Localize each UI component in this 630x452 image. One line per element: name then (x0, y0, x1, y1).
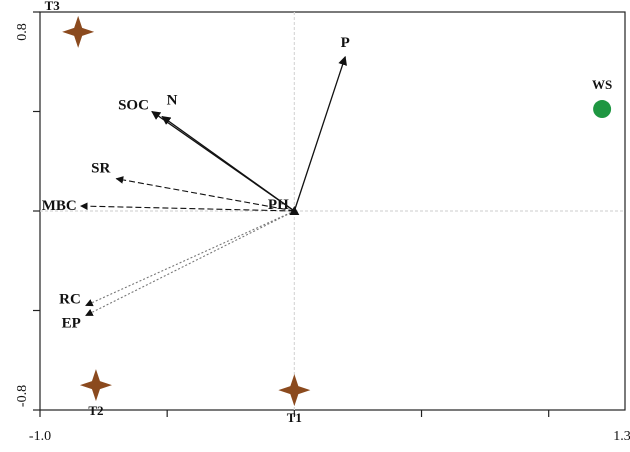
vector-sr (115, 176, 295, 212)
sample-point-ws (593, 100, 612, 119)
x-tick-label-max: 1.3 (613, 429, 630, 444)
reference-lines (40, 12, 625, 410)
vector-layer: P N SOC SR MBC RC EP PH (42, 35, 350, 332)
sample-label-t2: T2 (88, 403, 103, 418)
sample-label-ws: WS (592, 77, 612, 92)
vector-label-n: N (167, 92, 178, 108)
sample-layer: T3 T2 T1 WS (45, 0, 613, 425)
vector-soc (151, 110, 295, 212)
vector-label-mbc: MBC (42, 198, 77, 214)
vector-label-p: P (341, 35, 350, 51)
sample-label-t1: T1 (287, 410, 302, 425)
x-tick-label-min: -1.0 (29, 429, 51, 444)
vector-label-ph: PH (268, 197, 289, 213)
sample-point-t1 (278, 374, 311, 407)
vector-ph-marker (289, 206, 300, 215)
sample-point-t2 (79, 369, 112, 402)
vector-p (293, 55, 347, 212)
vector-mbc (79, 202, 295, 212)
axis-ticks (33, 11, 550, 417)
vector-rc (85, 210, 295, 307)
vector-ep (85, 210, 295, 316)
sample-point-t3 (62, 15, 95, 48)
y-tick-label-max: 0.8 (15, 23, 30, 41)
vector-label-soc: SOC (118, 98, 149, 114)
y-tick-label-min: -0.8 (15, 385, 30, 407)
sample-label-t3: T3 (45, 0, 61, 13)
vector-label-rc: RC (59, 292, 81, 308)
vector-label-sr: SR (91, 161, 110, 177)
vector-label-ep: EP (62, 315, 81, 331)
